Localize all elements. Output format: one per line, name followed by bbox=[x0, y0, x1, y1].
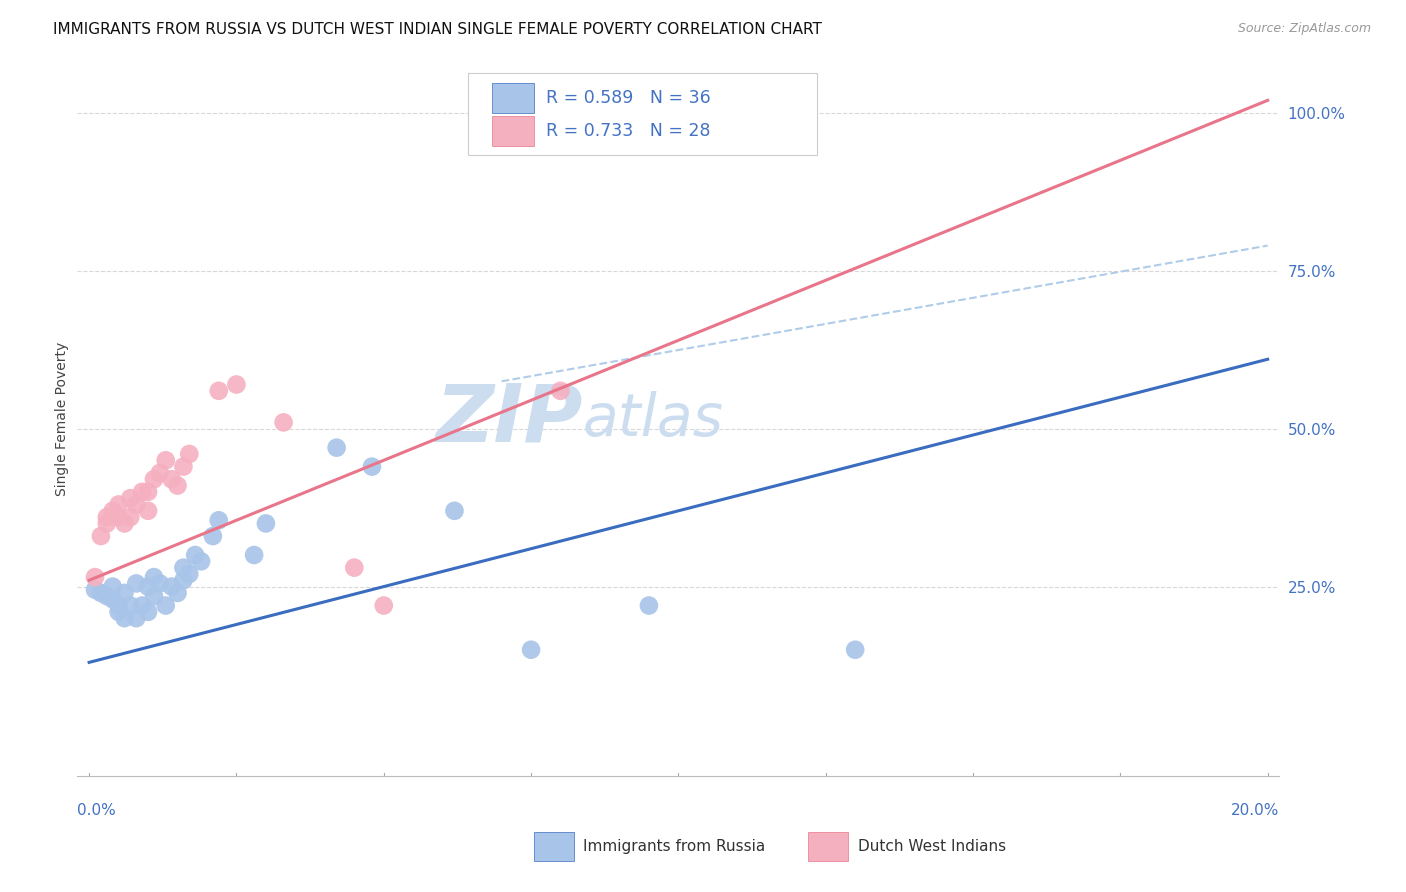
Point bbox=[550, 384, 572, 398]
Text: Source: ZipAtlas.com: Source: ZipAtlas.com bbox=[1237, 22, 1371, 36]
Point bbox=[184, 548, 207, 562]
Text: R = 0.589   N = 36: R = 0.589 N = 36 bbox=[546, 88, 711, 107]
Point bbox=[142, 570, 165, 584]
Point bbox=[120, 491, 142, 505]
Point bbox=[373, 599, 395, 613]
Point bbox=[155, 453, 177, 467]
Point bbox=[179, 447, 201, 461]
Point bbox=[101, 504, 124, 518]
Point bbox=[343, 560, 366, 574]
Point bbox=[114, 611, 136, 625]
FancyBboxPatch shape bbox=[492, 116, 534, 145]
Point bbox=[755, 106, 778, 120]
Point bbox=[160, 580, 183, 594]
Point bbox=[107, 599, 129, 613]
Point bbox=[149, 466, 172, 480]
Point bbox=[155, 599, 177, 613]
Point bbox=[107, 498, 129, 512]
Point bbox=[84, 570, 107, 584]
Text: IMMIGRANTS FROM RUSSIA VS DUTCH WEST INDIAN SINGLE FEMALE POVERTY CORRELATION CH: IMMIGRANTS FROM RUSSIA VS DUTCH WEST IND… bbox=[53, 22, 823, 37]
FancyBboxPatch shape bbox=[468, 73, 817, 155]
Text: 0.0%: 0.0% bbox=[77, 803, 117, 818]
Point bbox=[172, 560, 194, 574]
Point bbox=[125, 498, 148, 512]
Text: ZIP: ZIP bbox=[434, 380, 582, 458]
Point bbox=[84, 582, 107, 597]
Point bbox=[90, 586, 112, 600]
Point bbox=[96, 510, 118, 524]
Point bbox=[101, 592, 124, 607]
Point bbox=[166, 478, 188, 492]
Point bbox=[96, 516, 118, 531]
FancyBboxPatch shape bbox=[492, 83, 534, 112]
Point bbox=[114, 516, 136, 531]
Point bbox=[136, 504, 159, 518]
Point bbox=[208, 513, 231, 527]
Point bbox=[166, 586, 188, 600]
Point bbox=[125, 611, 148, 625]
Point bbox=[201, 529, 224, 543]
Point bbox=[142, 589, 165, 603]
Point bbox=[179, 566, 201, 581]
Point bbox=[90, 529, 112, 543]
Point bbox=[96, 589, 118, 603]
Point bbox=[101, 580, 124, 594]
Point bbox=[114, 586, 136, 600]
Point bbox=[142, 472, 165, 486]
Point bbox=[361, 459, 384, 474]
Point bbox=[136, 605, 159, 619]
Point bbox=[136, 484, 159, 499]
Point bbox=[443, 504, 465, 518]
Point bbox=[208, 384, 231, 398]
Point bbox=[172, 574, 194, 588]
Text: Dutch West Indians: Dutch West Indians bbox=[858, 839, 1005, 854]
Y-axis label: Single Female Poverty: Single Female Poverty bbox=[55, 343, 69, 496]
Point bbox=[120, 510, 142, 524]
Point bbox=[273, 416, 295, 430]
Point bbox=[136, 580, 159, 594]
Text: Immigrants from Russia: Immigrants from Russia bbox=[583, 839, 766, 854]
Point bbox=[125, 576, 148, 591]
Point bbox=[254, 516, 277, 531]
Point bbox=[844, 642, 866, 657]
Point bbox=[107, 605, 129, 619]
Point bbox=[131, 599, 153, 613]
Point bbox=[225, 377, 247, 392]
Point bbox=[190, 554, 212, 568]
Point bbox=[638, 599, 661, 613]
Point bbox=[131, 484, 153, 499]
Point bbox=[107, 510, 129, 524]
Point bbox=[149, 576, 172, 591]
Point bbox=[520, 642, 543, 657]
Text: atlas: atlas bbox=[582, 391, 723, 448]
Point bbox=[120, 599, 142, 613]
Point bbox=[243, 548, 266, 562]
Point bbox=[160, 472, 183, 486]
Point bbox=[325, 441, 347, 455]
Text: R = 0.733   N = 28: R = 0.733 N = 28 bbox=[546, 121, 710, 140]
Point bbox=[172, 459, 194, 474]
Text: 20.0%: 20.0% bbox=[1232, 803, 1279, 818]
